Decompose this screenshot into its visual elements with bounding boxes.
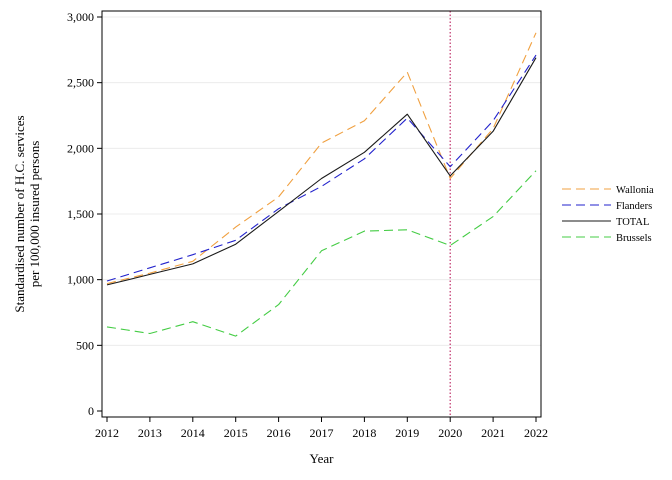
- y-axis-title-line: per 100,000 insured persons: [27, 141, 42, 288]
- gridlines: [102, 16, 541, 346]
- y-axis-title: Standardised number of H.C. services per …: [12, 115, 42, 312]
- x-tick-label: 2019: [395, 426, 419, 440]
- y-tick-label: 2,500: [67, 76, 94, 90]
- legend-label-flanders: Flanders: [616, 201, 652, 212]
- y-tick-label: 1,000: [67, 273, 94, 287]
- x-axis-title: Year: [310, 451, 335, 466]
- y-axis-title-line: Standardised number of H.C. services: [12, 115, 27, 312]
- legend-label-total: TOTAL: [616, 217, 649, 228]
- series-line-flanders: [106, 54, 537, 282]
- y-tick-label: 2,000: [67, 141, 94, 155]
- y-tick-label: 500: [76, 338, 94, 352]
- series-line-brussels: [106, 170, 537, 337]
- x-tick-label: 2022: [524, 426, 548, 440]
- x-tick-label: 2017: [310, 426, 334, 440]
- x-tick-label: 2016: [267, 426, 291, 440]
- y-tick-label: 0: [88, 404, 94, 418]
- series-line-wallonia: [106, 32, 537, 285]
- y-tick-label: 1,500: [67, 207, 94, 221]
- x-tick-label: 2018: [352, 426, 376, 440]
- x-tick-label: 2020: [438, 426, 462, 440]
- x-tick-label: 2015: [224, 426, 248, 440]
- series-line-total: [106, 57, 537, 286]
- x-tick-label: 2013: [138, 426, 162, 440]
- series-lines: [106, 32, 537, 337]
- legend-label-wallonia: Wallonia: [616, 185, 654, 196]
- y-tick-label: 3,000: [67, 10, 94, 24]
- x-tick-label: 2014: [181, 426, 205, 440]
- x-tick-label: 2012: [95, 426, 119, 440]
- legend-label-brussels: Brussels: [616, 233, 652, 244]
- x-tick-label: 2021: [481, 426, 505, 440]
- legend: Wallonia Flanders TOTAL Brussels: [562, 185, 654, 244]
- y-axis: 0 500 1,000 1,500 2,000 2,500 3,000: [67, 10, 102, 418]
- x-axis: 2012 2013 2014 2015 2016 2017 2018 2019 2020 2021…: [95, 417, 548, 440]
